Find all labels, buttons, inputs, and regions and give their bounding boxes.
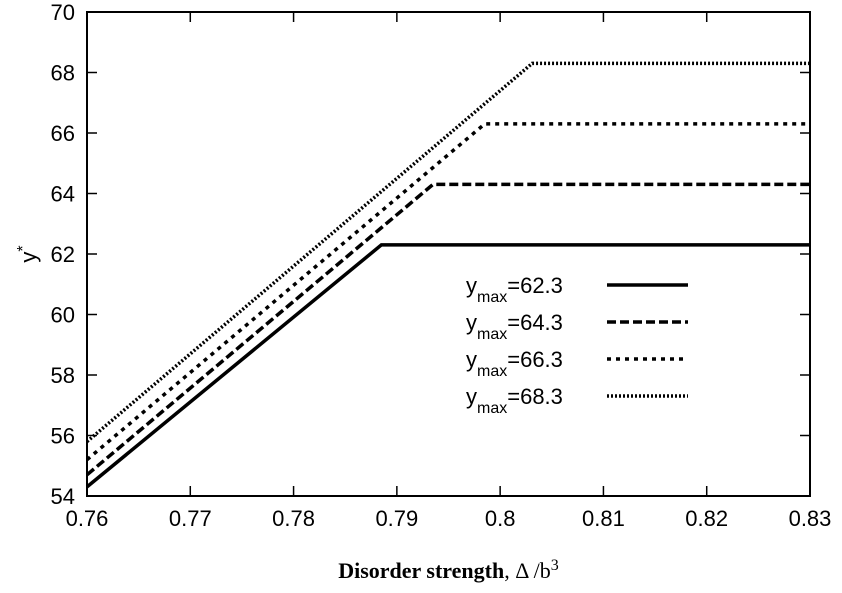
y-tick-label: 56 (51, 424, 75, 449)
legend-label-4: ymax=68.3 (466, 384, 563, 417)
y-tick-label: 62 (51, 242, 75, 267)
legend-label-3: ymax=66.3 (466, 347, 563, 380)
y-tick-label: 58 (51, 363, 75, 388)
y-tick-label: 66 (51, 121, 75, 146)
x-tick-label: 0.76 (66, 506, 109, 531)
series-line-2 (85, 182, 810, 477)
series-line-3 (85, 122, 810, 462)
x-tick-label: 0.83 (789, 506, 832, 531)
x-axis-label-sup: 3 (551, 557, 559, 574)
x-axis-label-bold: Disorder strength (338, 558, 504, 583)
x-tick-label: 0.79 (375, 506, 418, 531)
legend-label-1: ymax=62.3 (466, 273, 563, 306)
x-tick-label: 0.78 (272, 506, 315, 531)
ticks-layer: 0.76 0.77 0.78 0.79 0.8 0.81 0.82 0.83 54 56 58 60 6… (51, 0, 832, 531)
y-tick-label: 70 (51, 0, 75, 25)
x-tick-label: 0.82 (685, 506, 728, 531)
y-axis-label-sup: * (15, 245, 32, 251)
x-axis-label-rest: , Δ /b (504, 558, 551, 583)
series-line-1 (85, 243, 810, 489)
y-axis-label-main: y (16, 252, 41, 263)
series-line-4 (85, 61, 810, 443)
plot-frame (86, 11, 811, 497)
y-tick-label: 68 (51, 61, 75, 86)
x-tick-label: 0.77 (169, 506, 212, 531)
x-tick-label: 0.8 (485, 506, 516, 531)
y-axis-label: y* (15, 245, 42, 262)
x-tick-label: 0.81 (582, 506, 625, 531)
y-tick-label: 60 (51, 303, 75, 328)
y-tick-label: 54 (51, 484, 75, 509)
legend: ymax=62.3 ymax=64.3 ymax=66.3 ymax=68.3 (466, 273, 688, 417)
legend-label-2: ymax=64.3 (466, 310, 563, 343)
series-layer (85, 61, 810, 489)
y-tick-label: 64 (51, 182, 75, 207)
x-axis-label: Disorder strength, Δ /b3 (338, 557, 559, 584)
